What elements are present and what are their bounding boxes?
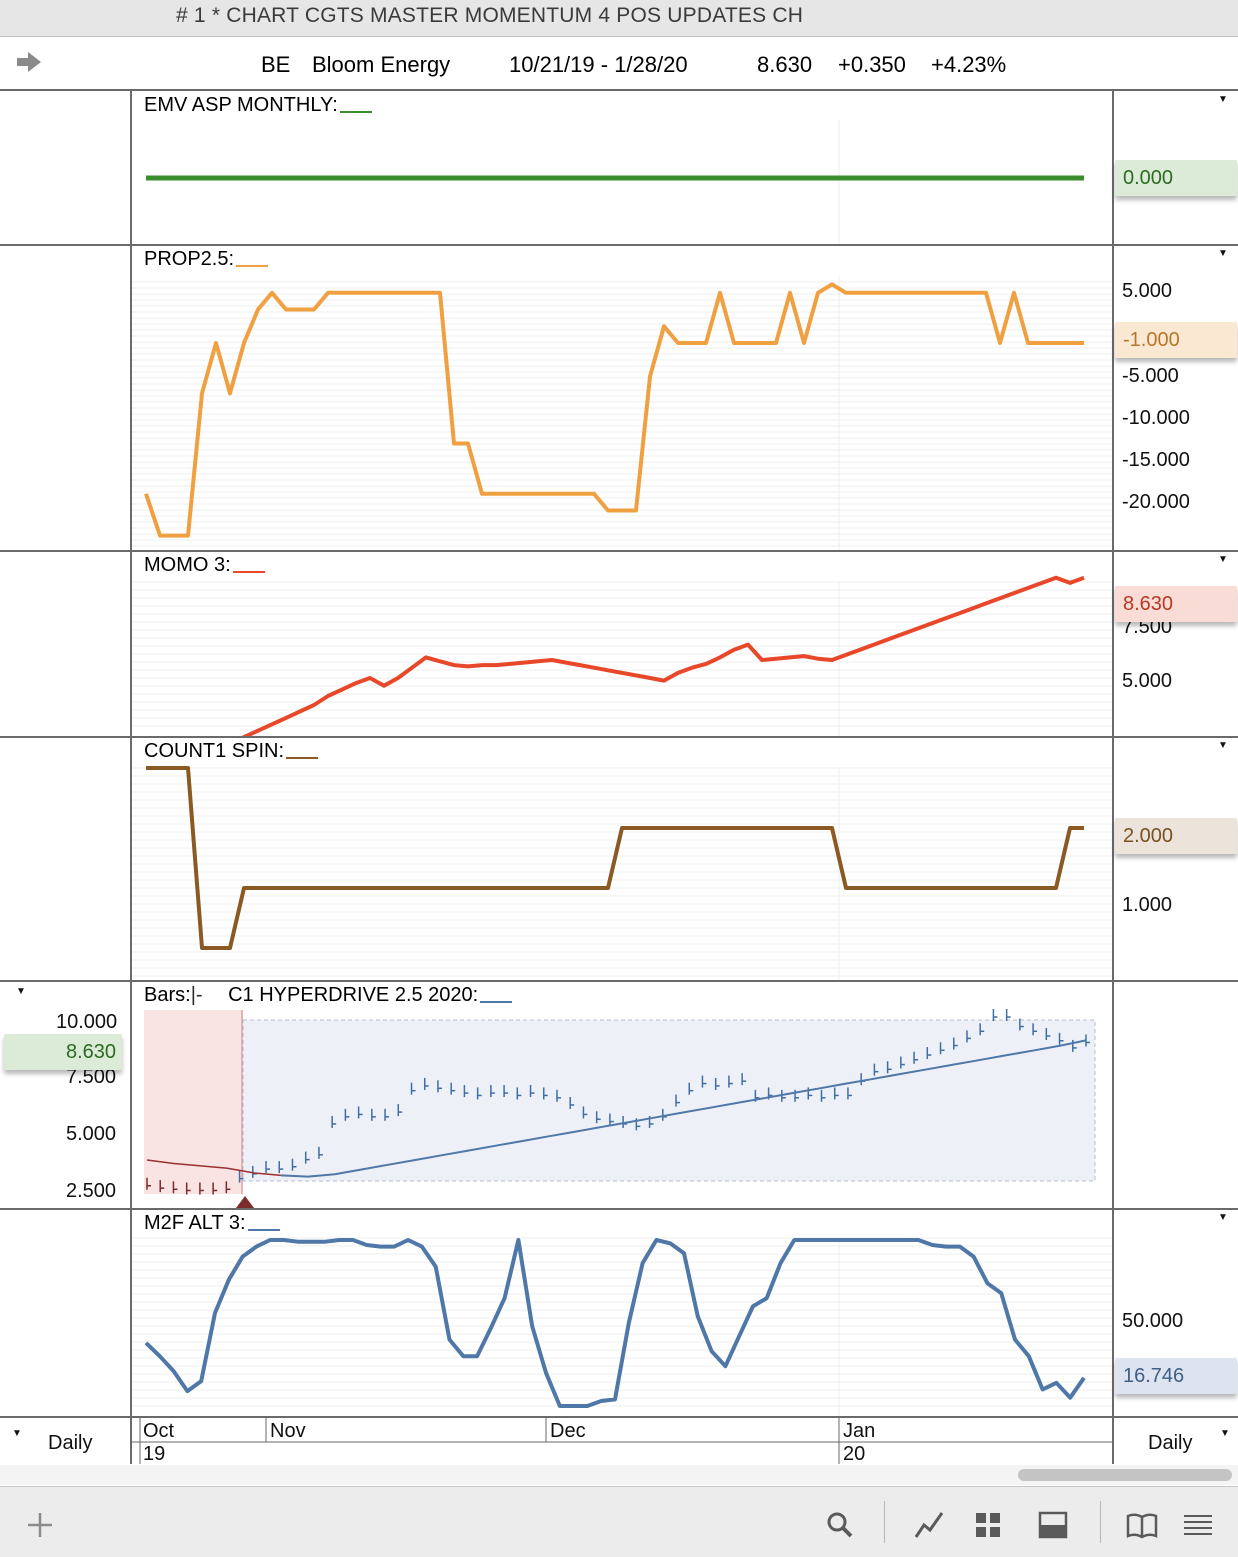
count-title: COUNT1 SPIN: [144, 740, 319, 763]
month-label: Nov [270, 1420, 306, 1442]
panel-menu-icon[interactable]: ▼ [1218, 740, 1228, 751]
m2f-tick: 50.000 [1122, 1310, 1184, 1332]
price-value-tag: 8.630 [4, 1034, 122, 1070]
month-label: Oct [143, 1420, 175, 1442]
scroll-strip [0, 1465, 1238, 1485]
panel-prop[interactable]: PROP2.5: ▼ 5.000 -5.000 -10.000 -15.000 … [0, 246, 1238, 552]
prop-value-tag: -1.000 [1115, 322, 1237, 358]
panel-price[interactable]: Bars:|- C1 HYPERDRIVE 2.5 2020: ▼ 10.000… [0, 982, 1238, 1210]
panel-menu-icon[interactable]: ▼ [16, 986, 26, 997]
year-label: 19 [143, 1443, 166, 1465]
price-tick: 10.000 [56, 1011, 118, 1033]
price-tick: 2.500 [66, 1180, 117, 1202]
book-icon[interactable] [1126, 1511, 1158, 1539]
interval-label-right[interactable]: Daily [1148, 1432, 1193, 1454]
prop-title: PROP2.5: [144, 248, 269, 271]
momo-title: MOMO 3: [144, 554, 265, 577]
panel-momo[interactable]: MOMO 3: ▼ 7.500 5.000 8.630 [0, 552, 1238, 738]
study-series-line [281, 1039, 1087, 1178]
interval-label-left[interactable]: Daily [48, 1432, 93, 1454]
toolbar-divider [884, 1501, 885, 1543]
prop-tick: -15.000 [1122, 449, 1190, 471]
time-axis-lines [130, 1418, 1114, 1464]
panel-menu-icon[interactable]: ▼ [1218, 94, 1228, 105]
momo-value-tag: 8.630 [1115, 586, 1237, 622]
forward-arrow-icon[interactable] [14, 49, 44, 75]
percent-change: +4.23% [931, 52, 1007, 77]
history-shade [144, 1010, 243, 1194]
year-label: 20 [843, 1443, 866, 1465]
bars-style-marker: |- [190, 984, 203, 1006]
interval-menu-icon[interactable]: ▼ [12, 1428, 22, 1439]
window-title: # 1 * CHART CGTS MASTER MOMENTUM 4 POS U… [176, 4, 804, 27]
bottom-toolbar [0, 1486, 1238, 1557]
chart-draw-icon[interactable] [914, 1509, 946, 1539]
emv-value-tag: 0.000 [1115, 160, 1237, 196]
count-chart [130, 738, 1114, 980]
price-tick: 5.000 [66, 1123, 117, 1145]
panel-menu-icon[interactable]: ▼ [1218, 1212, 1228, 1223]
prop-tick: -20.000 [1122, 491, 1190, 513]
panel-menu-icon[interactable]: ▼ [1218, 554, 1228, 565]
symbol-info-bar: BE Bloom Energy 10/21/19 - 1/28/20 8.630… [0, 37, 1238, 91]
m2f-title: M2F ALT 3: [144, 1212, 280, 1235]
m2f-value-tag: 16.746 [1115, 1358, 1237, 1394]
grid-layout-icon[interactable] [974, 1511, 1002, 1539]
net-change: +0.350 [838, 52, 906, 77]
add-icon[interactable] [26, 1511, 54, 1539]
emv-chart [130, 90, 1114, 244]
interval-menu-icon[interactable]: ▼ [1220, 1428, 1230, 1439]
window-titlebar: # 1 * CHART CGTS MASTER MOMENTUM 4 POS U… [0, 0, 1238, 37]
prop-tick: -10.000 [1122, 407, 1190, 429]
prop-tick: 5.000 [1122, 280, 1173, 302]
momo-tick: 5.000 [1122, 670, 1173, 692]
menu-lines-icon[interactable] [1182, 1513, 1214, 1537]
month-label: Jan [843, 1420, 876, 1442]
panel-menu-icon[interactable]: ▼ [1218, 248, 1228, 259]
emv-title: EMV ASP MONTHLY: [144, 94, 372, 117]
panel-emv[interactable]: EMV ASP MONTHLY: ▼ 0.000 [0, 90, 1238, 246]
count-series-line [146, 766, 1084, 950]
anchor-marker-icon [236, 1196, 254, 1208]
panel-m2f[interactable]: M2F ALT 3: ▼ 50.000 16.746 [0, 1210, 1238, 1418]
month-label: Dec [550, 1420, 586, 1442]
price-tick: 7.500 [66, 1066, 117, 1088]
search-icon[interactable] [826, 1511, 854, 1539]
study-range-box [242, 1019, 1096, 1182]
panel-count[interactable]: COUNT1 SPIN: ▼ 1.000 2.000 [0, 738, 1238, 982]
symbol-name: Bloom Energy [312, 52, 451, 77]
m2f-series-line [144, 1238, 1086, 1408]
horizontal-scrollbar[interactable] [1018, 1469, 1232, 1481]
date-range: 10/21/19 - 1/28/20 [509, 52, 688, 77]
m2f-chart [130, 1210, 1114, 1416]
prop-series-line [144, 282, 1084, 538]
momo-series-line [241, 575, 1085, 736]
panel-layout-icon[interactable] [1038, 1511, 1068, 1539]
price-chart [130, 982, 1114, 1208]
toolbar-divider [1100, 1501, 1101, 1543]
last-price: 8.630 [757, 52, 813, 77]
study-label: C1 HYPERDRIVE 2.5 2020: [228, 984, 479, 1006]
prop-tick: -5.000 [1122, 365, 1179, 387]
momo-chart [130, 552, 1114, 736]
symbol-ticker: BE [261, 52, 291, 77]
prop-chart [130, 246, 1114, 550]
time-axis: ▼ Daily Oct 19 Nov Dec Jan 20 Daily ▼ [0, 1418, 1238, 1465]
price-title: Bars:|- C1 HYPERDRIVE 2.5 2020: [144, 984, 513, 1007]
study-history-line [146, 1159, 282, 1177]
count-tick: 1.000 [1122, 894, 1173, 916]
bars-label: Bars: [144, 984, 191, 1006]
count-value-tag: 2.000 [1115, 818, 1237, 854]
